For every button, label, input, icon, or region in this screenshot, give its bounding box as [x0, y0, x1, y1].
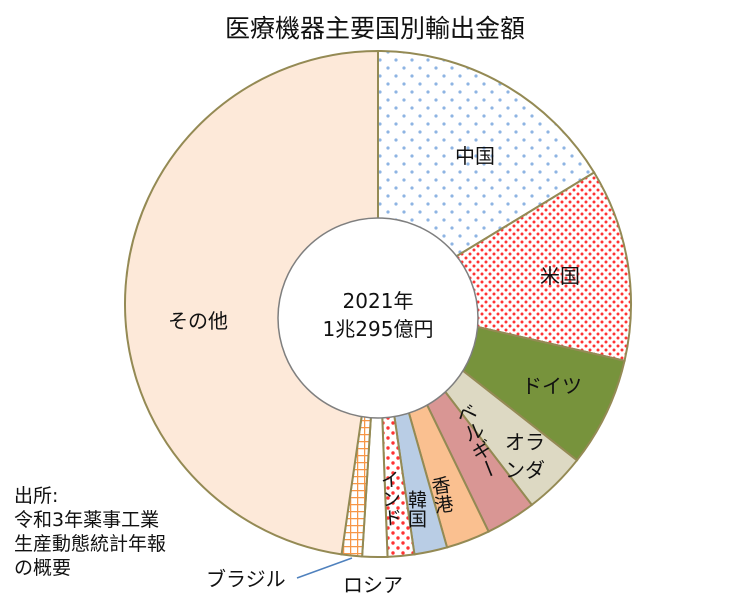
- slice-label-usa: 米国: [540, 264, 580, 288]
- slice-label-korea: 韓国: [405, 490, 427, 528]
- slice-10: [124, 49, 379, 556]
- slice-label-brazil: ブラジル: [206, 567, 286, 591]
- donut-hole: [277, 217, 479, 419]
- center-total: 1兆295億円: [322, 317, 434, 341]
- slice-label-other: その他: [168, 309, 228, 333]
- center-label: 2021年 1兆295億円: [278, 287, 478, 343]
- slice-label-china: 中国: [455, 144, 495, 168]
- chart-title: 医療機器主要国別輸出金額: [224, 14, 525, 43]
- slice-label-germany: ドイツ: [522, 374, 582, 398]
- center-year: 2021年: [342, 289, 414, 313]
- slice-label-russia: ロシア: [343, 573, 403, 597]
- slice-label-netherlands: オランダ: [505, 430, 545, 482]
- slice-label-india: インド: [377, 469, 403, 528]
- source-note: 出所: 令和3年薬事工業 生産動態統計年報 の概要: [14, 485, 167, 579]
- brazil-leader-line: [296, 557, 353, 579]
- slice-label-hongkong: 香港: [427, 474, 455, 516]
